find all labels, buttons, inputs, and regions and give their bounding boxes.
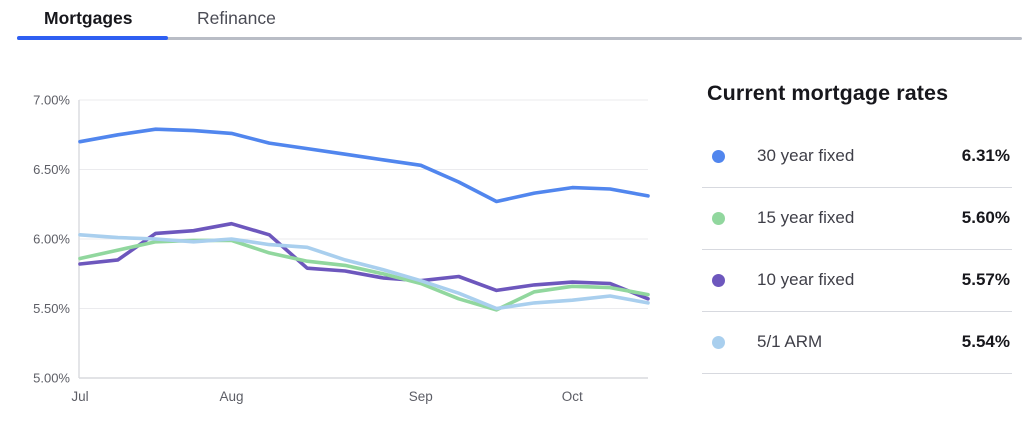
x-axis-tick-label: Oct <box>562 389 583 404</box>
y-axis-tick-label: 5.00% <box>33 371 70 386</box>
series-10-year-dot-icon <box>712 273 725 287</box>
rate-label: 10 year fixed <box>757 270 855 289</box>
tab-bar: Mortgages Refinance <box>0 0 1024 42</box>
x-axis-tick-label: Aug <box>219 389 243 404</box>
rate-label: 15 year fixed <box>757 208 855 227</box>
tab-underline-track <box>17 37 1022 40</box>
series-30-year-dot-icon <box>712 149 725 163</box>
x-axis-tick-label: Jul <box>71 389 88 404</box>
rate-label: 5/1 ARM <box>757 332 823 351</box>
tab-mortgages[interactable]: Mortgages <box>44 8 133 28</box>
series-line-30-year-fixed <box>78 127 650 204</box>
rate-value: 6.31% <box>961 146 1010 165</box>
y-axis-tick-label: 6.00% <box>33 232 70 247</box>
y-axis-tick-label: 7.00% <box>33 93 70 108</box>
rate-row-15-year-fixed: 15 year fixed 5.60% <box>702 187 1012 250</box>
series-5-1-arm-dot-icon <box>712 335 725 349</box>
rate-value: 5.54% <box>961 332 1010 351</box>
rate-row-10-year-fixed: 10 year fixed 5.57% <box>702 249 1012 312</box>
panel-title: Current mortgage rates <box>707 81 949 105</box>
current-rates-panel: Current mortgage rates 30 year fixed 6.3… <box>702 80 1012 376</box>
chart-svg: 7.00% 6.50% 6.00% 5.50% 5.00%Jul Aug Sep Oct <box>33 93 650 404</box>
rate-value: 5.60% <box>961 208 1010 227</box>
x-axis-tick-label: Sep <box>409 389 433 404</box>
y-axis-tick-label: 6.50% <box>33 162 70 177</box>
active-tab-indicator <box>17 35 168 40</box>
y-axis-tick-label: 5.50% <box>33 301 70 316</box>
rate-label: 30 year fixed <box>757 146 855 165</box>
rate-row-5-1-arm: 5/1 ARM 5.54% <box>702 311 1012 374</box>
series-15-year-dot-icon <box>712 211 725 225</box>
rate-row-30-year-fixed: 30 year fixed 6.31% <box>702 125 1012 188</box>
series-line-5-1-arm <box>78 233 650 311</box>
rate-value: 5.57% <box>961 270 1010 289</box>
tab-refinance[interactable]: Refinance <box>197 8 276 28</box>
rates-history-chart: 7.00% 6.50% 6.00% 5.50% 5.00% Jul Aug Sep Oct <box>0 80 680 423</box>
series-line-10-year-fixed <box>78 221 650 301</box>
